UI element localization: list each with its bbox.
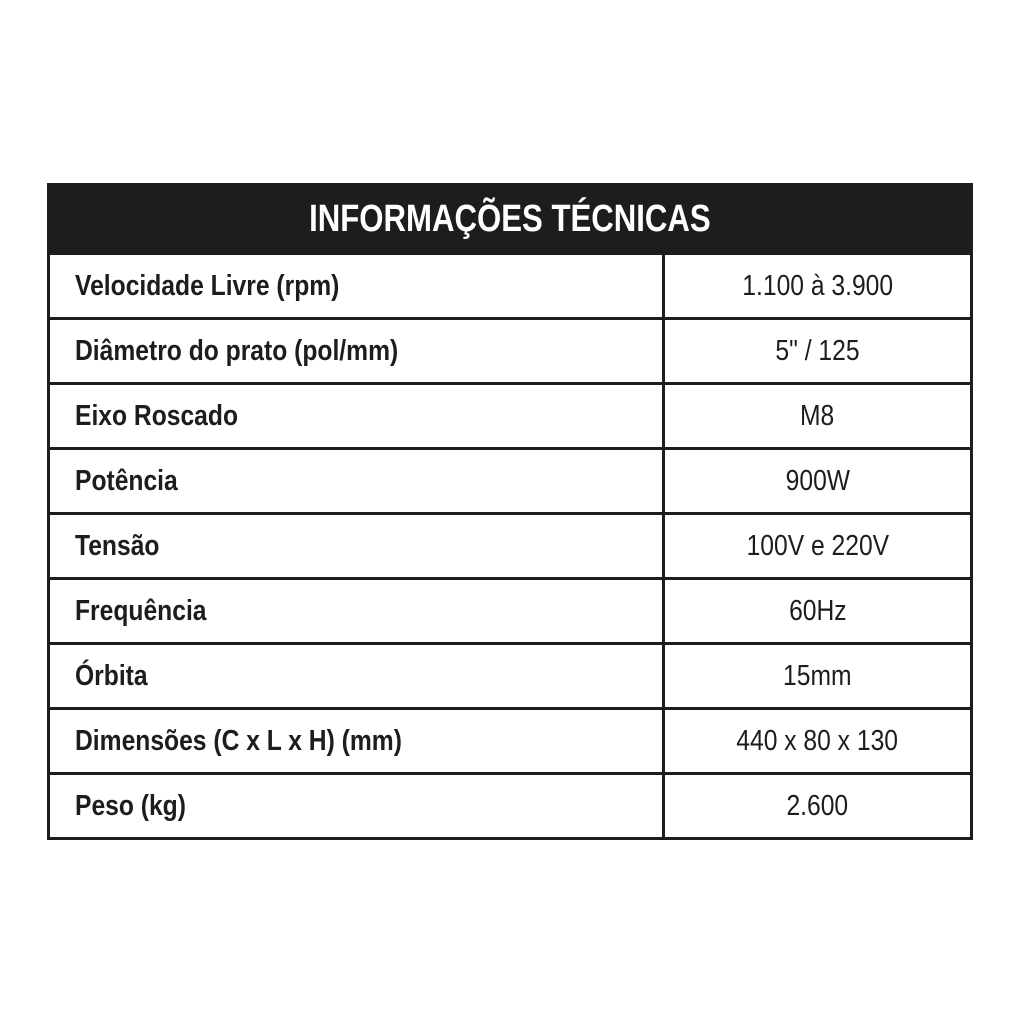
spec-label: Velocidade Livre (rpm) — [75, 269, 340, 302]
table-body: Velocidade Livre (rpm) 1.100 à 3.900 Diâme… — [50, 252, 970, 837]
table-row: Tensão 100V e 220V — [50, 512, 970, 577]
table-row: Frequência 60Hz — [50, 577, 970, 642]
spec-label: Dimensões (C x L x H) (mm) — [75, 724, 402, 757]
spec-label: Eixo Roscado — [75, 399, 239, 432]
spec-value-cell: M8 — [665, 385, 970, 447]
spec-value: 5" / 125 — [775, 334, 860, 367]
spec-value-cell: 100V e 220V — [665, 515, 970, 577]
spec-value: 2.600 — [786, 789, 849, 822]
spec-label: Tensão — [75, 529, 160, 562]
spec-value-cell: 1.100 à 3.900 — [665, 255, 970, 317]
spec-label: Peso (kg) — [75, 789, 186, 822]
spec-label: Frequência — [75, 594, 207, 627]
spec-label-cell: Eixo Roscado — [50, 385, 665, 447]
spec-label-cell: Diâmetro do prato (pol/mm) — [50, 320, 665, 382]
spec-value-cell: 60Hz — [665, 580, 970, 642]
spec-label-cell: Potência — [50, 450, 665, 512]
table-header: INFORMAÇÕES TÉCNICAS — [50, 186, 970, 252]
spec-value: 900W — [785, 464, 850, 497]
spec-label: Órbita — [75, 659, 148, 692]
table-row: Eixo Roscado M8 — [50, 382, 970, 447]
table-title: INFORMAÇÕES TÉCNICAS — [309, 197, 711, 240]
spec-table: INFORMAÇÕES TÉCNICAS Velocidade Livre (r… — [47, 183, 973, 840]
spec-label-cell: Peso (kg) — [50, 775, 665, 837]
spec-value: 15mm — [783, 659, 852, 692]
spec-value: 60Hz — [788, 594, 847, 627]
spec-value-cell: 2.600 — [665, 775, 970, 837]
table-row: Velocidade Livre (rpm) 1.100 à 3.900 — [50, 252, 970, 317]
spec-label-cell: Tensão — [50, 515, 665, 577]
spec-value-cell: 15mm — [665, 645, 970, 707]
spec-value-cell: 900W — [665, 450, 970, 512]
spec-value-cell: 5" / 125 — [665, 320, 970, 382]
spec-label-cell: Frequência — [50, 580, 665, 642]
spec-label-cell: Órbita — [50, 645, 665, 707]
spec-label: Diâmetro do prato (pol/mm) — [75, 334, 399, 367]
spec-value: M8 — [800, 399, 835, 432]
spec-label-cell: Dimensões (C x L x H) (mm) — [50, 710, 665, 772]
table-row: Dimensões (C x L x H) (mm) 440 x 80 x 130 — [50, 707, 970, 772]
table-row: Potência 900W — [50, 447, 970, 512]
table-row: Órbita 15mm — [50, 642, 970, 707]
spec-value: 100V e 220V — [746, 529, 889, 562]
spec-label-cell: Velocidade Livre (rpm) — [50, 255, 665, 317]
table-row: Peso (kg) 2.600 — [50, 772, 970, 837]
spec-value: 1.100 à 3.900 — [742, 269, 893, 302]
spec-label: Potência — [75, 464, 178, 497]
table-row: Diâmetro do prato (pol/mm) 5" / 125 — [50, 317, 970, 382]
spec-value-cell: 440 x 80 x 130 — [665, 710, 970, 772]
spec-value: 440 x 80 x 130 — [736, 724, 899, 757]
